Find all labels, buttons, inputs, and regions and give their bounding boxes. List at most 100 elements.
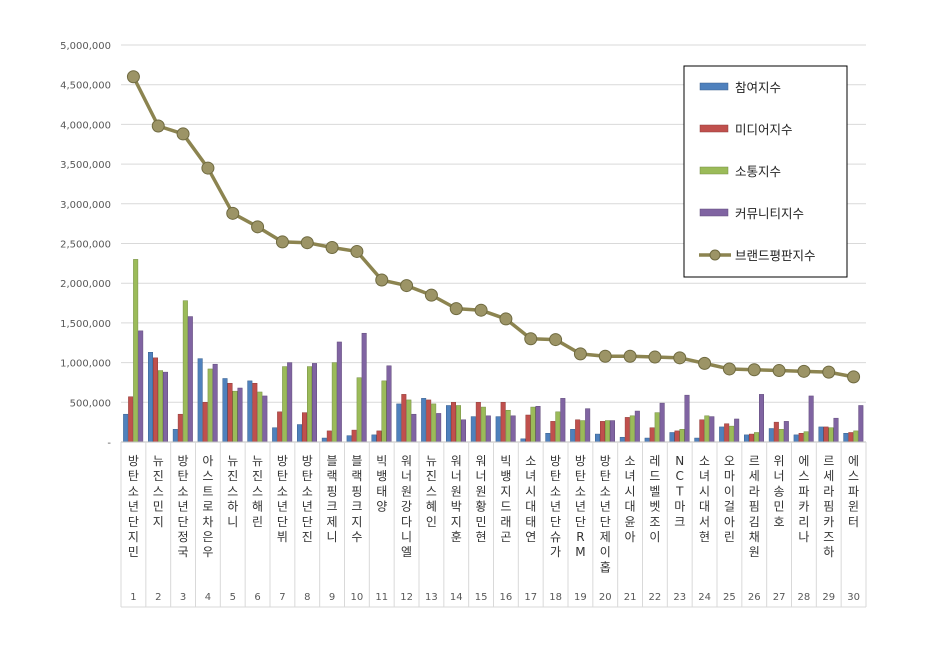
bar-소통지수 [555, 411, 561, 443]
bar-소통지수 [158, 370, 163, 443]
bar-미디어지수 [326, 430, 332, 443]
reputation-point [474, 303, 488, 317]
rank-label: 24 [698, 592, 711, 603]
rank-label: 3 [180, 592, 186, 603]
reputation-point [176, 127, 190, 141]
bar-미디어지수 [798, 433, 804, 443]
reputation-point [400, 279, 414, 293]
reputation-point [623, 349, 637, 363]
rank-label: 13 [425, 592, 438, 603]
reputation-point [598, 349, 612, 363]
bar-참여지수 [272, 427, 278, 443]
bar-소통지수 [853, 430, 859, 443]
y-tick-label: 2,000,000 [60, 279, 111, 290]
bar-미디어지수 [401, 394, 407, 443]
bar-커뮤니티지수 [783, 421, 789, 443]
bar-미디어지수 [674, 430, 680, 443]
bar-소통지수 [257, 391, 263, 443]
bar-참여지수 [321, 437, 327, 443]
bar-커뮤니티지수 [287, 362, 293, 443]
bar-소통지수 [406, 399, 412, 443]
bar-미디어지수 [724, 423, 730, 443]
bar-커뮤니티지수 [312, 363, 317, 443]
bar-소통지수 [778, 429, 784, 443]
bar-미디어지수 [202, 402, 208, 443]
rank-label: 19 [574, 592, 587, 603]
legend-label: 참여지수 [735, 80, 781, 95]
bar-미디어지수 [575, 419, 581, 443]
reputation-point [648, 350, 662, 364]
bar-미디어지수 [624, 417, 630, 443]
bar-소통지수 [282, 366, 288, 443]
bar-커뮤니티지수 [361, 332, 367, 443]
bar-미디어지수 [451, 402, 456, 443]
bar-소통지수 [803, 431, 809, 443]
bar-미디어지수 [153, 357, 158, 443]
bar-커뮤니티지수 [237, 387, 243, 443]
bar-커뮤니티지수 [684, 394, 690, 443]
reputation-point [275, 235, 289, 249]
bar-커뮤니티지수 [858, 405, 864, 443]
bar-참여지수 [843, 433, 849, 443]
reputation-point [375, 273, 389, 287]
bar-미디어지수 [426, 399, 432, 443]
bar-참여지수 [172, 429, 178, 443]
y-tick-label: 3,500,000 [60, 160, 111, 171]
bar-미디어지수 [600, 421, 605, 443]
bar-미디어지수 [302, 412, 307, 443]
bar-커뮤니티지수 [610, 420, 615, 443]
rank-label: 1 [130, 592, 136, 603]
legend-label: 미디어지수 [735, 122, 793, 137]
rank-label: 26 [748, 592, 761, 603]
bar-참여지수 [744, 434, 749, 443]
reputation-point [722, 362, 736, 376]
bar-커뮤니티지수 [510, 415, 516, 443]
bars [123, 259, 864, 443]
reputation-point [449, 302, 463, 316]
rank-label: 27 [773, 592, 786, 603]
rank-label: 10 [351, 592, 364, 603]
bar-소통지수 [530, 406, 536, 443]
reputation-point [424, 288, 438, 302]
bar-소통지수 [356, 377, 362, 443]
bar-참여지수 [619, 436, 625, 443]
bar-커뮤니티지수 [808, 395, 814, 443]
bar-참여지수 [297, 424, 302, 443]
reputation-point [847, 370, 861, 384]
legend-swatch-소통지수 [699, 166, 729, 175]
bar-커뮤니티지수 [262, 395, 268, 443]
bar-소통지수 [381, 380, 387, 443]
bar-미디어지수 [749, 433, 754, 443]
bar-참여지수 [470, 416, 476, 443]
reputation-point [747, 363, 761, 377]
reputation-point [673, 351, 687, 365]
bar-참여지수 [247, 380, 253, 443]
bar-커뮤니티지수 [759, 394, 764, 443]
reputation-point [350, 244, 364, 258]
rank-label: 17 [524, 592, 537, 603]
bar-미디어지수 [376, 430, 382, 443]
rank-label: 4 [205, 592, 211, 603]
bar-소통지수 [133, 259, 139, 443]
axes: - 500,000 1,000,000 1,500,000 2,000,000 2,500… [60, 41, 867, 608]
bar-소통지수 [207, 368, 213, 443]
reputation-point [822, 365, 836, 379]
reputation-point [772, 364, 786, 378]
reputation-point [300, 236, 314, 250]
rank-label: 18 [549, 592, 562, 603]
